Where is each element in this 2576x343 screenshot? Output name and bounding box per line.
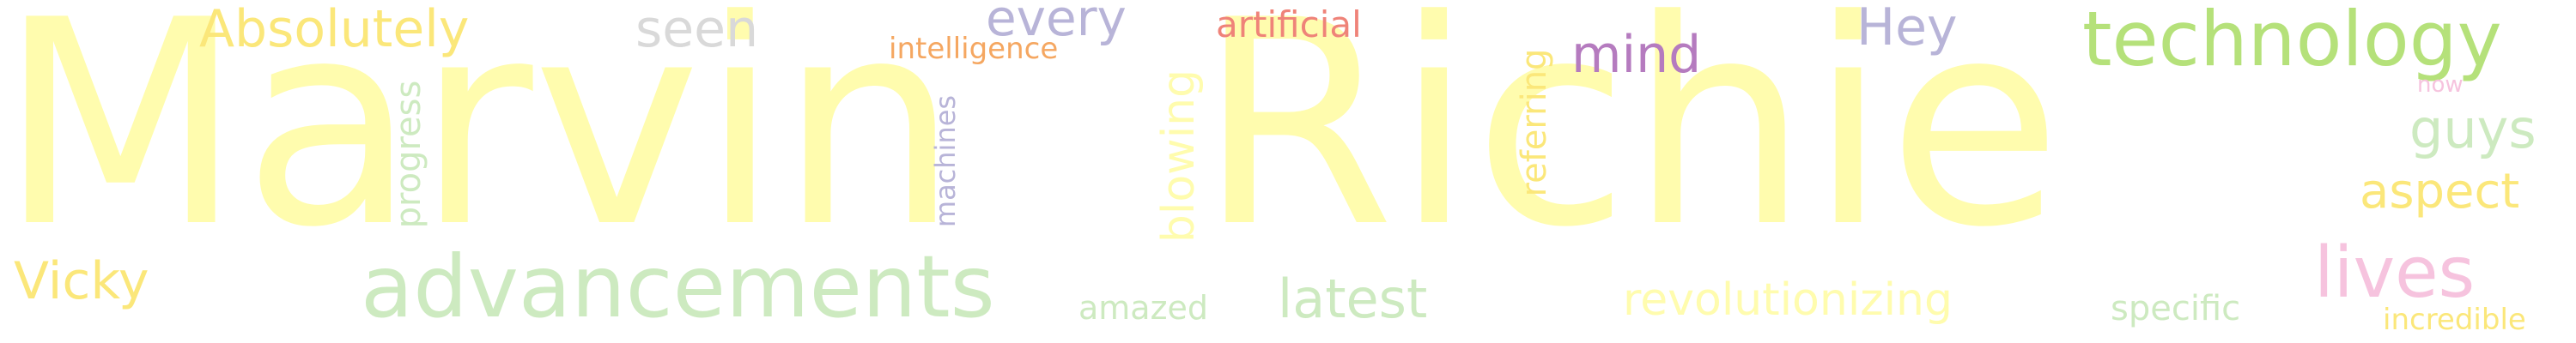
word-every: every <box>986 0 1127 47</box>
word-intelligence: intelligence <box>889 32 1059 66</box>
word-mind: mind <box>1571 25 1702 85</box>
word-seen: seen <box>635 0 759 59</box>
word-artificial: artificial <box>1216 3 1362 45</box>
word-blowing: blowing <box>1153 69 1205 244</box>
word-advancements: advancements <box>361 237 995 337</box>
word-guys: guys <box>2409 98 2537 160</box>
word-richie: Richie <box>1198 0 2063 289</box>
word-marvin: Marvin <box>0 0 959 289</box>
word-referring: referring <box>1515 48 1554 197</box>
word-lives: lives <box>2314 232 2476 314</box>
word-hey: Hey <box>1856 0 1958 57</box>
word-vicky: Vicky <box>14 251 149 311</box>
word-now: now <box>2417 72 2464 98</box>
word-revolutionizing: revolutionizing <box>1623 274 1953 326</box>
word-technology: technology <box>2082 0 2502 83</box>
word-latest: latest <box>1278 268 1428 330</box>
word-amazed: amazed <box>1078 289 1209 327</box>
word-aspect: aspect <box>2360 164 2520 220</box>
word-progress: progress <box>389 80 428 229</box>
word-incredible: incredible <box>2383 303 2526 337</box>
word-specific: specific <box>2111 289 2241 328</box>
word-machines: machines <box>929 94 962 228</box>
word-absolutely: Absolutely <box>199 0 470 59</box>
